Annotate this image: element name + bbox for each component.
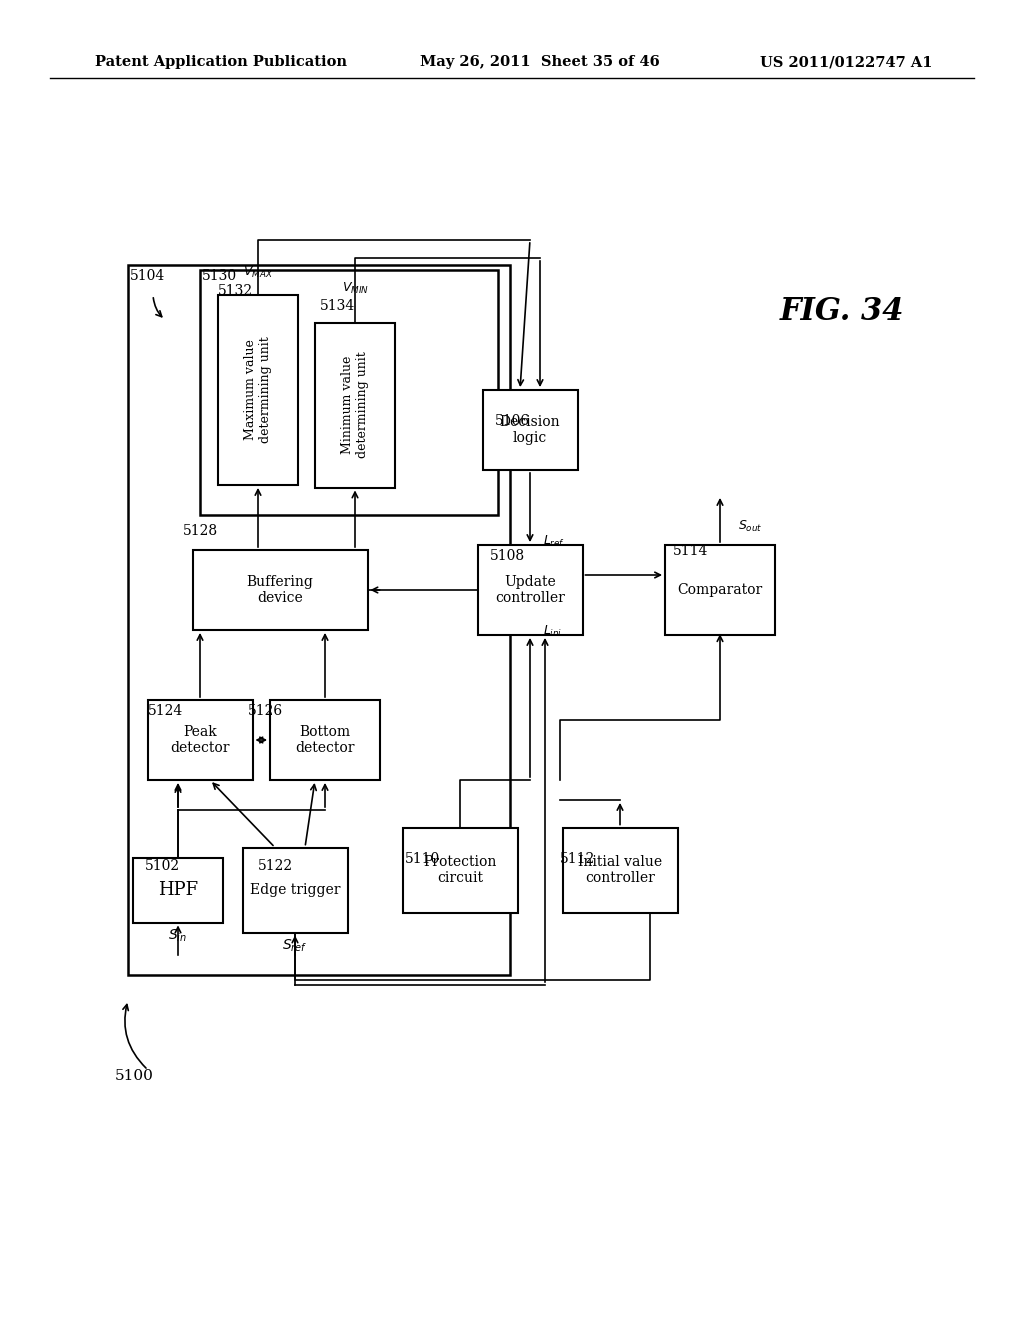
Text: $S_{in}$: $S_{in}$ [169,928,187,944]
Text: Maximum value
determining unit: Maximum value determining unit [244,337,272,444]
Text: 5122: 5122 [258,859,293,873]
Text: Edge trigger: Edge trigger [250,883,340,898]
Text: $S_{ref}$: $S_{ref}$ [283,939,308,954]
Text: Peak
detector: Peak detector [170,725,229,755]
Text: Protection
circuit: Protection circuit [423,855,497,886]
Text: 5114: 5114 [673,544,709,558]
Text: 5132: 5132 [218,284,253,298]
Bar [482,389,578,470]
Text: $L_{ref}$: $L_{ref}$ [543,535,565,549]
Bar [128,265,510,975]
Bar [193,550,368,630]
Bar [477,545,583,635]
Bar [133,858,223,923]
Text: 5130: 5130 [202,269,238,282]
Text: $V_{MAX}$: $V_{MAX}$ [243,265,273,280]
Text: Comparator: Comparator [677,583,763,597]
Bar [243,847,347,932]
Text: 5110: 5110 [406,851,440,866]
Bar [218,294,298,484]
Text: Minimum value
determining unit: Minimum value determining unit [341,351,369,458]
Bar [665,545,775,635]
Text: Bottom
detector: Bottom detector [295,725,354,755]
Text: Initial value
controller: Initial value controller [578,855,663,886]
Text: $V_{MIN}$: $V_{MIN}$ [341,281,369,296]
Text: Patent Application Publication: Patent Application Publication [95,55,347,69]
Text: 5100: 5100 [115,1069,154,1082]
Text: 5126: 5126 [248,704,283,718]
Text: 5124: 5124 [148,704,183,718]
Bar [315,322,395,487]
Text: May 26, 2011  Sheet 35 of 46: May 26, 2011 Sheet 35 of 46 [420,55,659,69]
Text: Buffering
device: Buffering device [247,576,313,605]
Text: 5108: 5108 [490,549,525,564]
Text: 5104: 5104 [130,269,165,282]
Text: 5102: 5102 [145,859,180,873]
Text: Update
controller: Update controller [495,576,565,605]
Text: 5112: 5112 [560,851,595,866]
Text: 5106: 5106 [495,414,530,428]
Text: US 2011/0122747 A1: US 2011/0122747 A1 [760,55,933,69]
Bar [270,700,380,780]
Text: 5134: 5134 [319,300,355,313]
Text: HPF: HPF [158,880,198,899]
Text: FIG. 34: FIG. 34 [780,296,904,327]
Text: $L_{ini}$: $L_{ini}$ [543,624,562,639]
Text: 5128: 5128 [183,524,218,539]
Bar [147,700,253,780]
Bar [402,828,517,912]
Text: $S_{out}$: $S_{out}$ [738,519,763,535]
Bar [200,271,498,515]
Bar [562,828,678,912]
Text: Decision
logic: Decision logic [500,414,560,445]
